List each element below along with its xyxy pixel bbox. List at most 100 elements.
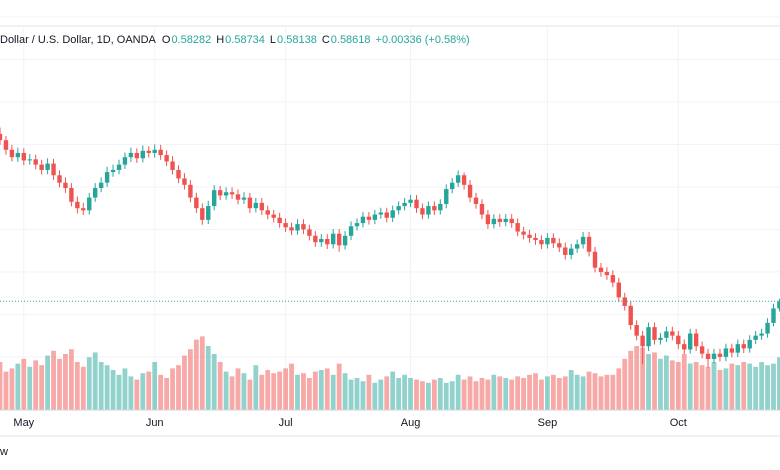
volume-bar	[634, 346, 640, 410]
volume-bar	[158, 374, 164, 410]
candle-body	[610, 275, 616, 283]
axis-band	[0, 410, 780, 470]
volume-bar	[170, 368, 175, 410]
volume-bar	[759, 362, 764, 410]
volume-bar	[295, 374, 300, 410]
candle-body	[509, 218, 514, 224]
candle-body	[384, 212, 389, 218]
volume-bar	[616, 368, 622, 410]
volume-bar	[104, 365, 110, 410]
volume-bar	[455, 374, 461, 410]
volume-bar	[646, 354, 651, 410]
candle-body	[396, 206, 401, 211]
candle-body	[9, 149, 15, 158]
volume-bar	[449, 381, 455, 410]
candle-body	[289, 227, 294, 231]
candle-body	[628, 305, 633, 326]
volume-bar	[110, 370, 116, 410]
ohlc-value: 0.58138	[277, 34, 317, 46]
volume-bar	[3, 371, 9, 410]
candle-body	[128, 152, 134, 158]
volume-bar	[366, 374, 372, 410]
candle-body	[426, 206, 431, 215]
volume-bar	[211, 354, 217, 410]
candle-body	[217, 190, 223, 196]
candle-body	[265, 210, 270, 215]
volume-bar	[229, 376, 235, 410]
volume-bar	[515, 376, 521, 410]
volume-bar	[74, 362, 80, 410]
candle-body	[247, 197, 253, 209]
candle-body	[723, 348, 729, 357]
volume-bar	[63, 354, 68, 410]
candle-body	[652, 327, 657, 340]
volume-bar	[527, 374, 532, 410]
candle-body	[366, 216, 372, 220]
volume-bar	[188, 349, 193, 410]
candle-body	[372, 214, 378, 220]
volume-bar	[390, 371, 396, 410]
candle-body	[735, 344, 740, 353]
volume-bar	[289, 363, 294, 410]
volume-bar	[521, 378, 526, 410]
candle-body	[408, 199, 413, 203]
candle-body	[146, 150, 151, 153]
volume-bar	[122, 368, 128, 410]
candle-body	[491, 218, 497, 225]
volume-bar	[777, 357, 780, 410]
volume-bar	[271, 373, 277, 410]
volume-bar	[134, 379, 140, 410]
candle-body	[634, 325, 639, 336]
volume-bar	[152, 362, 158, 410]
volume-bar	[550, 374, 556, 410]
volume-bar	[574, 374, 580, 410]
volume-bar	[580, 376, 586, 410]
volume-bar	[33, 360, 39, 410]
candle-body	[116, 164, 122, 170]
x-axis: May Jun Jul Aug Sep Oct	[13, 417, 686, 429]
volume-bar	[461, 379, 467, 410]
candle-body	[194, 197, 199, 209]
candle-body	[342, 235, 348, 246]
candle-body	[158, 149, 163, 156]
candle-body	[497, 218, 502, 222]
candle-body	[93, 188, 98, 198]
volume-bar	[354, 378, 360, 410]
volume-bar	[324, 368, 330, 410]
candle-body	[283, 223, 288, 228]
volume-bar	[45, 355, 50, 410]
volume-bar	[533, 373, 538, 410]
candle-body	[759, 333, 764, 336]
x-tick-label: Jun	[146, 417, 164, 429]
volume-bar	[259, 374, 265, 410]
candle-body	[354, 223, 360, 227]
volume-bar	[384, 376, 390, 410]
volume-bar	[443, 382, 449, 410]
toolbar-text[interactable]: w	[0, 446, 8, 458]
volume-bar	[562, 376, 568, 410]
candle-body	[295, 224, 300, 231]
candle-body	[693, 333, 699, 347]
volume-bar	[253, 365, 259, 410]
candle-body	[57, 175, 62, 183]
volume-bar	[86, 357, 92, 410]
ohlc-label: L	[270, 34, 276, 46]
candle-body	[545, 237, 550, 245]
candles	[0, 127, 780, 368]
candle-body	[771, 308, 776, 323]
volume-bar	[705, 366, 711, 410]
candle-body	[33, 159, 38, 165]
x-tick-label: Sep	[538, 417, 558, 429]
volume-bar	[402, 374, 407, 410]
candle-body	[402, 202, 407, 207]
candle-body	[188, 184, 193, 198]
volume-bar	[467, 376, 473, 410]
candle-body	[467, 184, 473, 198]
volume-bar	[348, 379, 354, 410]
x-tick-label: Jul	[279, 417, 293, 429]
candle-body	[557, 243, 562, 248]
candle-body	[569, 248, 574, 255]
candle-body	[140, 150, 145, 159]
ohlc-value: 0.58734	[225, 34, 265, 46]
change: +0.00336 (+0.58%)	[376, 34, 470, 46]
